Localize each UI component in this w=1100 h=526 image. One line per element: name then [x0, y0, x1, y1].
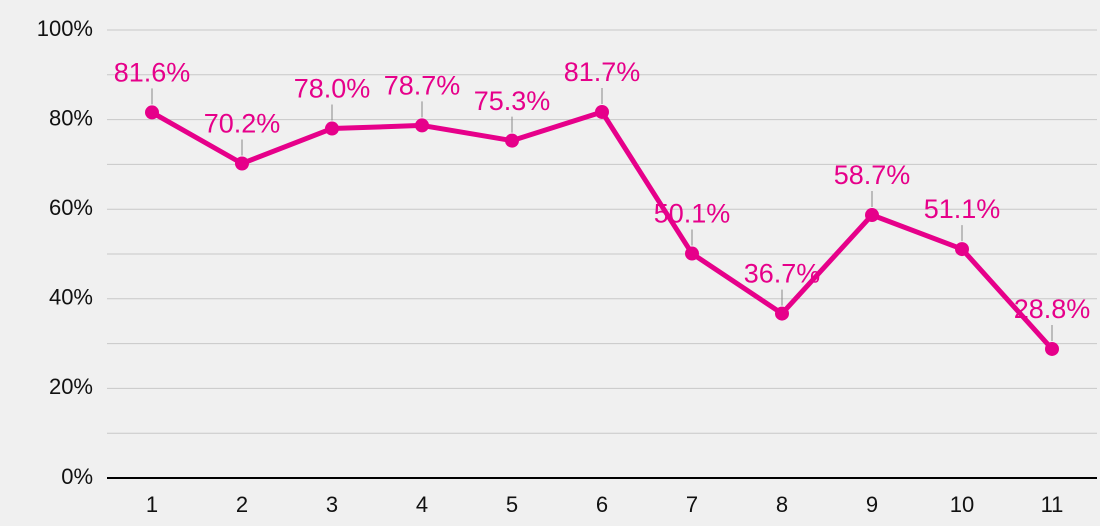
point — [1045, 341, 1059, 356]
point — [595, 104, 609, 119]
point — [775, 306, 789, 321]
data-label: 58.7% — [834, 160, 911, 190]
data-label: 28.8% — [1014, 294, 1091, 324]
x-tick-label: 4 — [416, 492, 428, 517]
point — [325, 121, 339, 136]
data-label: 51.1% — [924, 194, 1001, 224]
point — [955, 242, 969, 257]
y-tick-label: 0% — [61, 464, 93, 489]
y-tick-label: 20% — [49, 374, 93, 399]
y-tick-label: 80% — [49, 105, 93, 130]
data-label: 81.6% — [114, 58, 191, 88]
x-tick-label: 6 — [596, 492, 608, 517]
x-tick-label: 7 — [686, 492, 698, 517]
x-tick-label: 3 — [326, 492, 338, 517]
x-tick-label: 9 — [866, 492, 878, 517]
x-tick-label: 2 — [236, 492, 248, 517]
y-tick-label: 40% — [49, 285, 93, 310]
point — [865, 208, 879, 223]
point — [145, 105, 159, 120]
y-tick-label: 100% — [37, 16, 93, 41]
data-label: 70.2% — [204, 109, 281, 139]
x-tick-label: 8 — [776, 492, 788, 517]
x-tick-label: 11 — [1041, 492, 1064, 517]
data-label: 81.7% — [564, 57, 641, 87]
x-tick-label: 10 — [950, 492, 974, 517]
data-label: 78.7% — [384, 71, 461, 101]
point — [685, 246, 699, 261]
data-label: 36.7% — [744, 259, 821, 289]
data-label: 78.0% — [294, 74, 371, 104]
point — [505, 133, 519, 148]
y-tick-label: 60% — [49, 195, 93, 220]
data-label: 50.1% — [654, 199, 731, 229]
data-label: 75.3% — [474, 86, 551, 116]
x-tick-label: 1 — [146, 492, 158, 517]
line — [150, 109, 1054, 351]
point — [235, 156, 249, 171]
point — [415, 118, 429, 133]
x-tick-label: 5 — [506, 492, 518, 517]
